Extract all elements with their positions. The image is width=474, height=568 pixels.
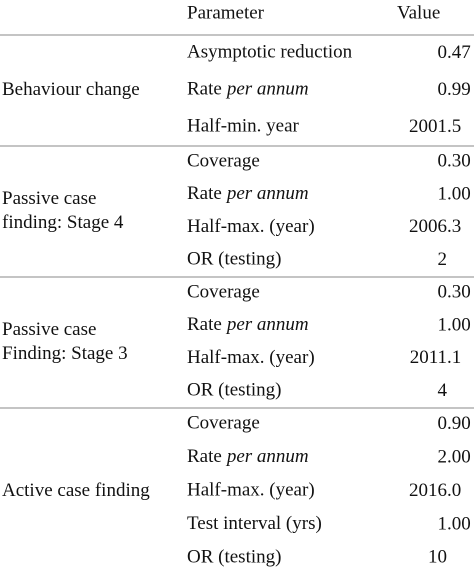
parameter-label: Coverage bbox=[187, 282, 260, 303]
parameter-text: Half-min. year bbox=[187, 116, 300, 137]
parameter-text: Asymptotic reduction bbox=[187, 42, 353, 63]
parameter-label: Test interval (yrs) bbox=[187, 513, 322, 534]
header-parameter: Parameter bbox=[187, 2, 265, 23]
parameter-label: Half-min. year bbox=[187, 116, 300, 137]
group-label: Passive case bbox=[2, 319, 96, 340]
value-cell: 0.30 bbox=[438, 151, 471, 172]
parameter-label: Coverage bbox=[187, 151, 260, 172]
parameter-label: Rate per annum bbox=[187, 446, 309, 467]
value-cell: 2016.0 bbox=[409, 480, 461, 501]
group-label: Active case finding bbox=[2, 480, 150, 501]
parameter-label: Rate per annum bbox=[187, 79, 309, 100]
value-cell: 1.00 bbox=[438, 314, 471, 335]
parameter-text: Half-max. (year) bbox=[187, 480, 315, 501]
value-cell: 0.47 bbox=[438, 42, 471, 63]
group-label: Finding: Stage 3 bbox=[2, 343, 128, 364]
value-cell: 2006.3 bbox=[409, 216, 461, 237]
parameter-text: Half-max. (year) bbox=[187, 216, 315, 237]
value-cell: 0.90 bbox=[438, 413, 471, 434]
parameter-text: Rate bbox=[187, 183, 222, 204]
parameter-text: Coverage bbox=[187, 413, 260, 434]
parameter-label: Coverage bbox=[187, 413, 260, 434]
value-cell: 1.00 bbox=[438, 513, 471, 534]
value-cell: 2001.5 bbox=[409, 116, 461, 137]
parameter-emphasis: per annum bbox=[225, 79, 309, 100]
parameter-label: Half-max. (year) bbox=[187, 216, 315, 237]
parameter-text: Coverage bbox=[187, 282, 260, 303]
parameter-label: Half-max. (year) bbox=[187, 347, 315, 368]
value-cell: 0.99 bbox=[438, 79, 471, 100]
parameter-text: OR (testing) bbox=[187, 249, 281, 270]
value-cell: 2011.1 bbox=[410, 347, 462, 368]
group-label: finding: Stage 4 bbox=[2, 212, 124, 233]
parameter-label: OR (testing) bbox=[187, 380, 281, 401]
parameter-label: OR (testing) bbox=[187, 249, 281, 270]
parameter-text: OR (testing) bbox=[187, 380, 281, 401]
parameter-label: OR (testing) bbox=[187, 547, 281, 568]
parameter-text: Rate bbox=[187, 314, 222, 335]
value-cell: 4 bbox=[438, 380, 448, 401]
value-cell: 10 bbox=[428, 547, 447, 568]
value-cell: 2.00 bbox=[438, 446, 471, 467]
parameter-label: Rate per annum bbox=[187, 314, 309, 335]
parameter-label: Half-max. (year) bbox=[187, 480, 315, 501]
group-label: Behaviour change bbox=[2, 79, 140, 100]
parameter-text: Test interval (yrs) bbox=[187, 513, 322, 534]
parameter-text: OR (testing) bbox=[187, 547, 281, 568]
parameter-text: Half-max. (year) bbox=[187, 347, 315, 368]
value-cell: 0.30 bbox=[438, 282, 471, 303]
parameter-text: Coverage bbox=[187, 151, 260, 172]
value-cell: 1.00 bbox=[438, 183, 471, 204]
header-value: Value bbox=[397, 2, 440, 23]
parameter-emphasis: per annum bbox=[225, 183, 309, 204]
parameter-text: Rate bbox=[187, 446, 222, 467]
parameter-label: Asymptotic reduction bbox=[187, 42, 353, 63]
value-cell: 2 bbox=[438, 249, 448, 270]
parameter-label: Rate per annum bbox=[187, 183, 309, 204]
group-label: Passive case bbox=[2, 188, 96, 209]
parameter-text: Rate bbox=[187, 79, 222, 100]
parameter-emphasis: per annum bbox=[225, 314, 309, 335]
parameter-emphasis: per annum bbox=[225, 446, 309, 467]
